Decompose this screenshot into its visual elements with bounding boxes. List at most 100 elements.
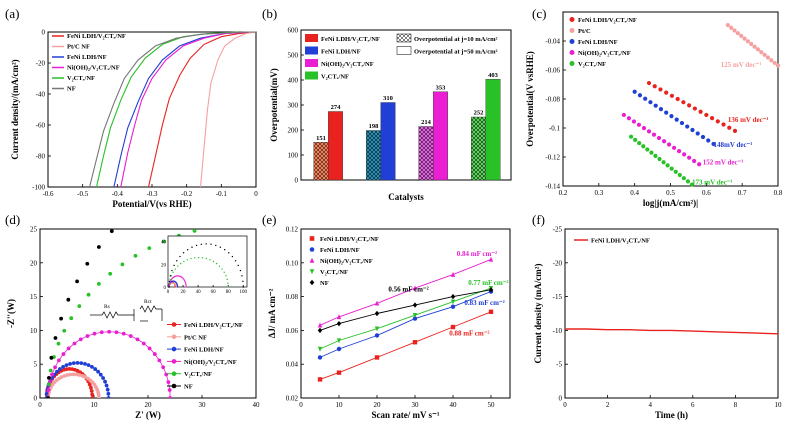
y-tick-label: 0	[42, 29, 46, 37]
legend-entry: V₂CTₓ/NF	[321, 74, 349, 81]
y-tick-label: -0.14	[545, 183, 560, 191]
bar-value-label: 274	[331, 104, 342, 111]
data-point	[374, 355, 380, 360]
data-point	[354, 142, 358, 146]
x-tick-label: -0.4	[112, 190, 124, 198]
x-tick-label: -0.6	[42, 190, 54, 198]
data-point	[396, 262, 400, 266]
bar-value-label: 214	[421, 119, 432, 126]
inset-point	[175, 275, 178, 277]
y-axis-label: Current density (mA/cm²)	[533, 263, 543, 363]
data-point	[735, 31, 740, 36]
inset-point	[205, 257, 208, 260]
data-point	[645, 147, 650, 152]
x-tick-label: 30	[412, 401, 420, 409]
data-point	[677, 172, 682, 178]
resistor-rs	[101, 311, 134, 319]
inset-point	[170, 278, 173, 280]
inset-point	[182, 278, 185, 280]
data-point	[679, 120, 685, 126]
panel-label: (a)	[5, 6, 19, 21]
fit-line	[319, 258, 492, 326]
data-point	[336, 320, 342, 327]
legend-entry: NF	[67, 86, 76, 93]
data-point	[665, 163, 670, 168]
inset-point	[176, 275, 179, 277]
slope-annotation: 125 mV dec⁻¹	[721, 61, 762, 69]
legend-swatch	[305, 71, 318, 80]
data-point	[48, 368, 53, 373]
data-point	[571, 336, 575, 340]
y-tick-label: 200	[288, 127, 299, 135]
data-point	[646, 80, 652, 86]
legend-swatch	[305, 34, 318, 42]
x-tick-label: 0	[254, 190, 258, 198]
inset-point	[242, 286, 244, 288]
data-point	[709, 116, 715, 121]
data-point	[514, 229, 518, 233]
plot-frame	[300, 228, 511, 399]
inset-x-tick-label: 60	[211, 290, 217, 295]
data-point	[742, 36, 747, 41]
inset-point	[185, 283, 187, 285]
legend-swatch	[305, 46, 318, 55]
data-point	[109, 229, 114, 234]
x-tick-label: 0.7	[738, 189, 747, 197]
data-point	[374, 326, 380, 332]
plot-frame	[564, 228, 779, 399]
y-tick-label: 0.06	[286, 327, 299, 335]
legend-entry: V₂CTₓ/NF	[67, 75, 95, 82]
legend-entry: Pt/C	[578, 28, 591, 35]
bar-hatch	[313, 142, 329, 180]
data-point	[669, 166, 674, 171]
y-tick-label: -0.06	[545, 67, 560, 75]
inset-point	[186, 259, 189, 261]
legend-entry: Ni(OH)₂/V₂CTₓ/NF	[184, 359, 237, 366]
series-line	[113, 31, 250, 188]
data-point	[666, 142, 672, 147]
inset-point	[175, 286, 177, 288]
legend-entry: FeNi LDH/NF	[67, 54, 107, 61]
legend-entry: FeNi LDH/V₂CTₓ/NF	[320, 236, 379, 243]
data-point	[53, 336, 58, 340]
data-point	[450, 304, 456, 309]
data-point	[775, 63, 781, 68]
y-tick-label: 0	[559, 395, 563, 403]
inset-point	[176, 260, 178, 262]
inset-point	[200, 243, 203, 246]
data-point	[653, 103, 658, 108]
inset-point	[241, 275, 243, 277]
legend-swatch	[569, 50, 575, 55]
y-axis-label: -Z''(W)	[6, 299, 16, 328]
x-axis-label: log|j(mA/cm²)|	[643, 198, 698, 208]
data-point	[631, 119, 637, 124]
legend-swatch-hatch	[397, 34, 411, 42]
data-point	[704, 112, 709, 118]
data-point	[133, 253, 138, 258]
data-point	[96, 281, 101, 286]
inset-point	[190, 257, 192, 260]
fit-line	[319, 287, 492, 350]
data-point	[656, 135, 662, 141]
data-point	[626, 116, 632, 121]
data-point	[729, 25, 734, 30]
data-point	[75, 279, 79, 284]
legend-entry: Pt/C NF	[184, 334, 207, 341]
capacitance-annotation: 0.84 mF cm⁻²	[457, 250, 497, 258]
data-point	[671, 145, 677, 150]
series-line	[89, 31, 246, 188]
data-point	[447, 316, 451, 320]
inset-point	[219, 246, 222, 248]
x-tick-label: -0.5	[77, 190, 89, 198]
legend-entry: Ni(OH)₂/V₂CTₓ/NF	[320, 258, 373, 265]
legend-entry: V₂CTₓ/NF	[184, 371, 212, 378]
inset-point	[179, 275, 181, 277]
data-point	[682, 152, 687, 157]
inset-y-tick-label: 20	[161, 263, 167, 268]
data-point	[430, 293, 434, 297]
inset-point	[215, 244, 217, 247]
panel-c: 0.2 0.3 0.4 0.5 0.6 0.7 0.8 -0.14 -0.12 -0.1 -0.08…	[525, 6, 783, 208]
resistor-rct	[139, 305, 162, 313]
y-tick-label: 0.12	[286, 226, 299, 234]
data-point	[209, 225, 213, 229]
